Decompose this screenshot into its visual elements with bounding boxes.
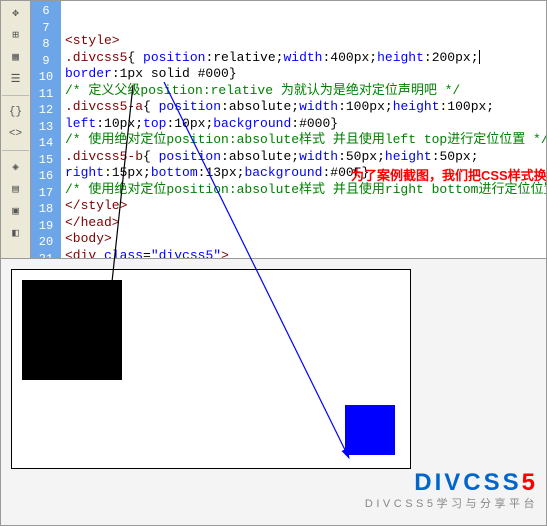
code-line[interactable]: .divcss5-b{ position:absolute;width:50px… [65,149,542,166]
code-line[interactable]: <body> [65,231,542,248]
line-number: 12 [31,102,61,119]
line-number: 19 [31,218,61,235]
code-area: 678910111213141516171819202122 <style>.d… [31,1,546,258]
demo-container [11,269,411,469]
tool-snap-icon[interactable]: ⊞ [8,27,24,43]
line-number: 10 [31,69,61,86]
line-gutter: 678910111213141516171819202122 [31,1,61,258]
tool-layers-icon[interactable]: ▤ [8,181,24,197]
tool-mark-icon[interactable]: ◧ [8,225,24,241]
line-number: 17 [31,185,61,202]
toolbar-separator [2,150,28,151]
code-line[interactable]: </style> [65,198,542,215]
tool-target-icon[interactable]: ✥ [8,5,24,21]
code-line[interactable]: </head> [65,215,542,232]
line-number: 6 [31,3,61,20]
preview-pane: DIVCSS5 DIVCSS5学习与分享平台 [0,258,547,526]
line-number: 18 [31,201,61,218]
line-number: 8 [31,36,61,53]
code-line[interactable]: <div class="divcss5"> [65,248,542,259]
logo-subtitle: DIVCSS5学习与分享平台 [365,495,538,511]
line-number: 13 [31,119,61,136]
code-line[interactable]: .divcss5-a{ position:absolute;width:100p… [65,99,542,116]
tool-grid-icon[interactable]: ▦ [8,49,24,65]
code-editor[interactable]: <style>.divcss5{ position:relative;width… [61,1,546,258]
annotation-note: 为了案例截图，我们把CSS样式换行 [351,165,546,184]
line-number: 16 [31,168,61,185]
line-number: 11 [31,86,61,103]
toolbar-separator [2,95,28,96]
line-number: 20 [31,234,61,251]
line-number: 7 [31,20,61,37]
code-line[interactable]: /* 使用绝对定位position:absolute样式 并且使用left to… [65,132,542,149]
toolbar: ✥ ⊞ ▦ ☰ {} <> ◈ ▤ ▣ ◧ [1,1,31,258]
code-line[interactable]: <style> [65,33,542,50]
demo-box-b [345,405,395,455]
tool-tag-icon[interactable]: ◈ [8,159,24,175]
line-number: 14 [31,135,61,152]
code-line[interactable]: border:1px solid #000} [65,66,542,83]
line-number: 21 [31,251,61,259]
code-line[interactable]: .divcss5{ position:relative;width:400px;… [65,50,542,67]
editor-pane: ✥ ⊞ ▦ ☰ {} <> ◈ ▤ ▣ ◧ 678910111213141516… [0,0,547,258]
line-number: 15 [31,152,61,169]
watermark-logo: DIVCSS5 DIVCSS5学习与分享平台 [365,469,538,511]
tool-tree-icon[interactable]: ☰ [8,71,24,87]
tool-angle-icon[interactable]: <> [8,126,24,142]
demo-box-a [22,280,122,380]
tool-braces-icon[interactable]: {} [8,104,24,120]
code-line[interactable]: left:10px;top:10px;background:#000} [65,116,542,133]
ide-window: ✥ ⊞ ▦ ☰ {} <> ◈ ▤ ▣ ◧ 678910111213141516… [0,0,547,526]
tool-outline-icon[interactable]: ▣ [8,203,24,219]
logo-text: DIVCSS5 [365,469,538,497]
code-line[interactable]: /* 定义父级position:relative 为就认为是绝对定位声明吧 */ [65,83,542,100]
line-number: 9 [31,53,61,70]
